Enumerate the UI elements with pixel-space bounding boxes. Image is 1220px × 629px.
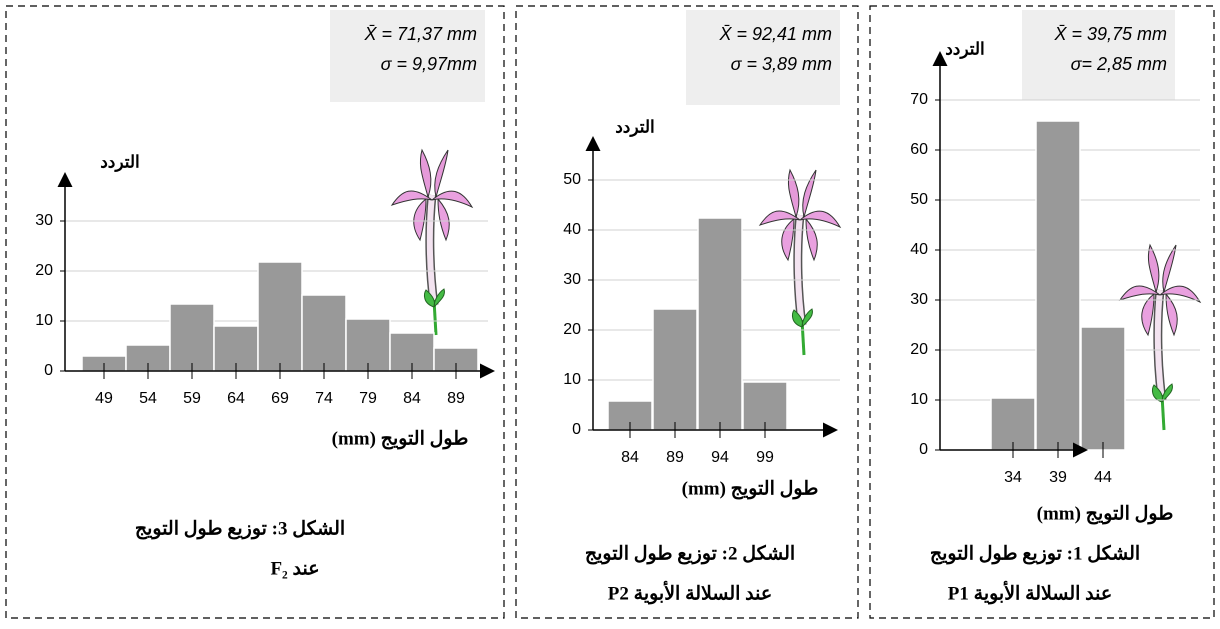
stat-annotation: σ = 9,97mm [381,54,477,74]
x-axis-label: طول التويج (mm) [1037,503,1174,524]
bar [301,294,347,372]
y-tick-label: 10 [910,391,928,408]
y-tick-label: 10 [35,312,53,329]
y-tick-label: 60 [910,141,928,158]
x-axis-label: طول التويج (mm) [332,428,469,449]
stat-annotation: X̄ = 39,75 mm [1053,24,1167,44]
y-tick-label: 30 [563,271,581,288]
flower-icon [392,150,472,335]
x-tick-label: 84 [621,449,639,466]
x-tick-label: 74 [315,390,333,407]
x-tick-label: 69 [271,390,289,407]
caption-title: الشكل 1: توزيع طول التويج [930,543,1140,564]
caption-subtitle: عند السلالة الأبوية P2 [608,580,772,604]
y-tick-label: 50 [910,191,928,208]
bar [1080,326,1126,451]
y-tick-label: 20 [35,262,53,279]
y-axis-label: التردد [615,117,655,137]
stats-box [686,10,840,105]
x-tick-label: 89 [666,449,684,466]
x-tick-label: 89 [447,390,465,407]
y-tick-label: 0 [572,421,581,438]
x-tick-label: 54 [139,390,157,407]
y-tick-label: 40 [563,221,581,238]
caption-title: الشكل 2: توزيع طول التويج [585,543,795,564]
x-tick-label: 64 [227,390,245,407]
y-tick-label: 30 [910,291,928,308]
x-tick-label: 79 [359,390,377,407]
x-axis-label: طول التويج (mm) [682,478,819,499]
y-tick-label: 50 [563,171,581,188]
y-tick-label: 40 [910,241,928,258]
x-tick-label: 44 [1094,469,1112,486]
stat-annotation: X̄ = 71,37 mm [363,24,477,44]
stats-box [330,10,485,102]
y-tick-label: 30 [35,212,53,229]
bar [697,217,743,431]
y-tick-label: 70 [910,91,928,108]
bar [1035,120,1081,451]
x-tick-label: 59 [183,390,201,407]
flower-icon [1120,245,1200,430]
caption-subtitle: عند السلالة الأبوية P1 [948,580,1112,604]
x-tick-label: 49 [95,390,113,407]
bar [742,381,788,431]
x-tick-label: 94 [711,449,729,466]
x-tick-label: 34 [1004,469,1022,486]
x-tick-label: 84 [403,390,421,407]
stat-annotation: σ = 3,89 mm [731,54,832,74]
y-tick-label: 0 [44,362,53,379]
x-tick-label: 39 [1049,469,1067,486]
y-axis-label: التردد [100,152,140,172]
bar [652,308,698,431]
bar [169,303,215,372]
stats-box [1022,10,1175,100]
caption-subtitle: عند F₂ [270,558,319,579]
bar [257,261,303,372]
y-tick-label: 20 [910,341,928,358]
y-tick-label: 10 [563,371,581,388]
y-axis-label: التردد [945,39,985,59]
y-tick-label: 0 [919,441,928,458]
stat-annotation: X̄ = 92,41 mm [718,24,832,44]
x-tick-label: 99 [756,449,774,466]
panel-borders [5,5,1215,619]
caption-title: الشكل 3: توزيع طول التويج [135,518,345,539]
flower-icon [760,170,840,355]
stat-annotation: σ= 2,85 mm [1071,54,1167,74]
y-tick-label: 20 [563,321,581,338]
